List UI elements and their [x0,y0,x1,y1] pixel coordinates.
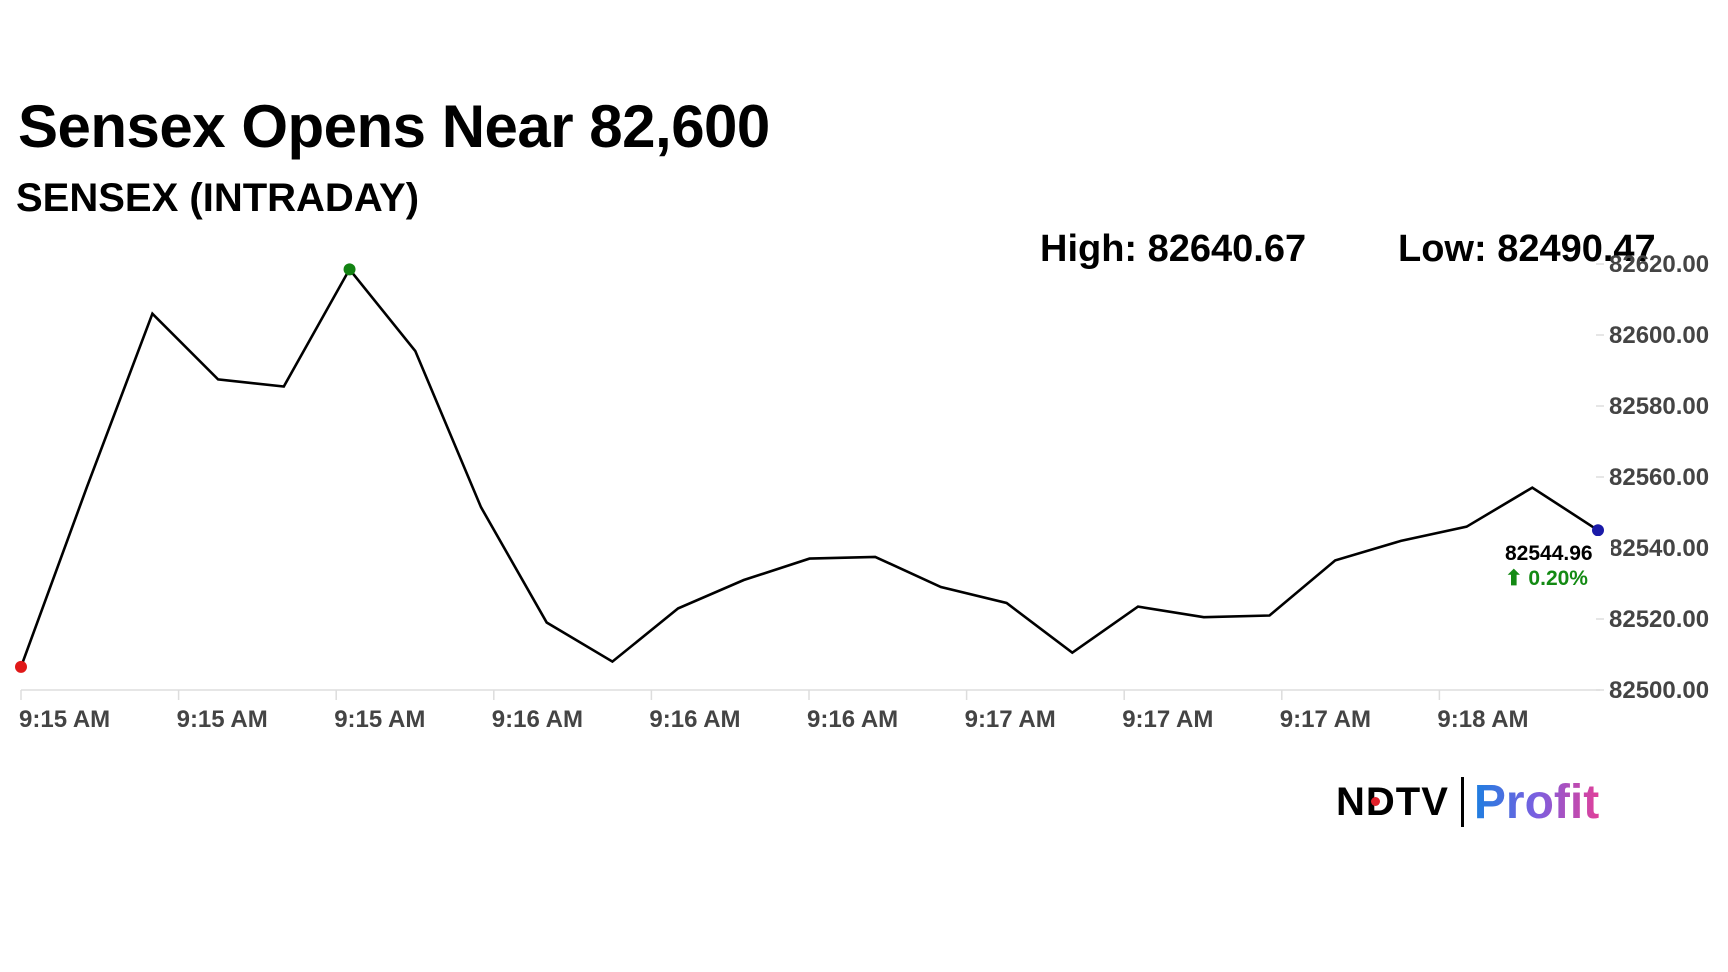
y-tick-label: 82580.00 [1609,393,1709,420]
chart-title: Sensex Opens Near 82,600 [18,93,770,160]
y-tick-label: 82620.00 [1609,251,1709,278]
x-tick-label: 9:17 AM [1122,706,1213,733]
x-tick-label: 9:16 AM [807,706,898,733]
x-tick-label: 9:15 AM [334,706,425,733]
y-tick-label: 82500.00 [1609,677,1709,704]
y-tick-label: 82540.00 [1609,535,1709,562]
x-tick-label: 9:16 AM [649,706,740,733]
ndtv-profit-logo: NDTV Profit [1336,774,1599,830]
y-tick-label: 82520.00 [1609,606,1709,633]
last-point-marker [1592,524,1604,537]
y-tick-label: 82560.00 [1609,464,1709,491]
last-value-label-bg [1499,536,1611,592]
chart-subtitle: SENSEX (INTRADAY) [16,176,420,220]
logo-red-dot-icon [1371,797,1380,806]
x-tick-label: 9:16 AM [492,706,583,733]
high-value: High: 82640.67 [1040,228,1307,270]
start-point-marker [15,660,27,673]
sensex-series-line [19,266,1599,668]
y-tick-label: 82600.00 [1609,322,1709,349]
x-tick-label: 9:15 AM [177,706,268,733]
change-percent-label: ⬆ 0.20% [1505,567,1588,590]
logo-divider [1460,777,1464,827]
logo-ndtv-text: NDTV [1336,779,1449,824]
x-tick-label: 9:17 AM [965,706,1056,733]
x-tick-label: 9:15 AM [19,706,110,733]
logo-profit-text: Profit [1473,775,1600,829]
low-value: Low: 82490.47 [1398,228,1656,270]
last-value-label: 82544.96 [1505,542,1593,565]
high-point-marker [343,263,356,276]
x-tick-label: 9:17 AM [1280,706,1371,733]
x-tick-label: 9:18 AM [1437,706,1528,733]
